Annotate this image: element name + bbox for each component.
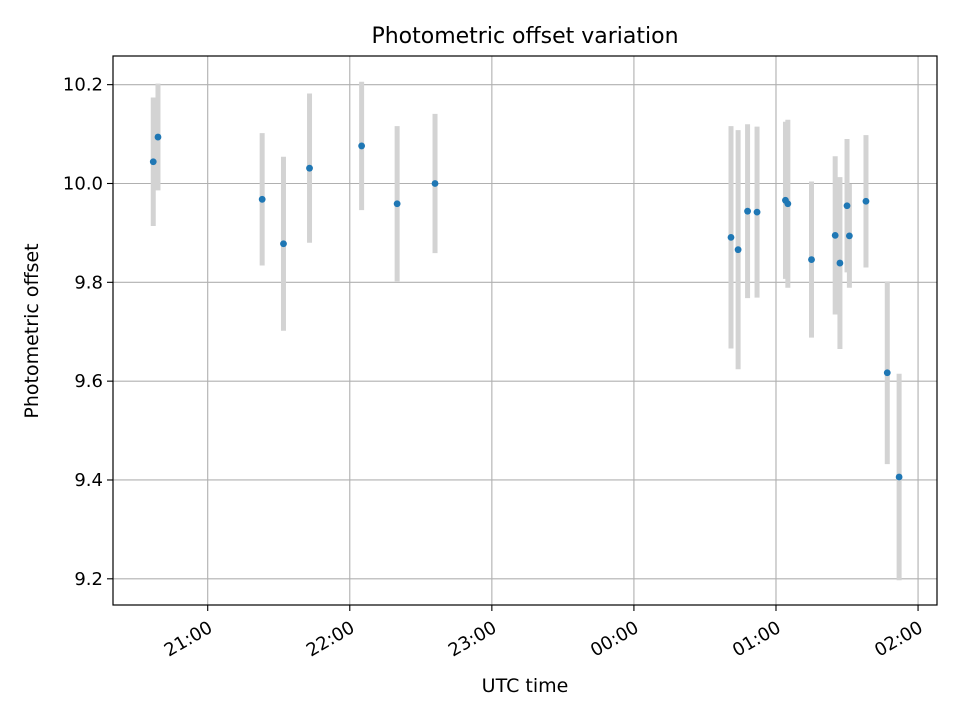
y-tick-label: 9.2 <box>74 569 103 590</box>
data-point <box>258 195 266 203</box>
data-point <box>843 202 851 210</box>
data-point <box>808 256 815 263</box>
y-tick-label: 9.6 <box>74 371 103 392</box>
data-point <box>895 473 903 481</box>
data-point <box>831 231 839 239</box>
data-point <box>836 259 844 267</box>
data-point <box>393 200 401 208</box>
data-point <box>734 246 742 254</box>
data-point <box>753 208 761 216</box>
y-tick-label: 9.4 <box>74 470 103 491</box>
data-point <box>845 232 853 240</box>
data-point <box>358 142 366 150</box>
chart-title: Photometric offset variation <box>371 24 678 49</box>
y-axis-label: Photometric offset <box>21 243 43 418</box>
y-tick-label: 9.8 <box>74 272 103 293</box>
data-point <box>306 164 313 172</box>
data-point <box>149 158 157 166</box>
plot-area-frame <box>112 55 938 606</box>
data-point <box>862 197 870 205</box>
x-axis-label: UTC time <box>482 675 569 697</box>
data-point <box>784 200 792 208</box>
data-point <box>744 207 751 215</box>
data-point <box>154 133 162 141</box>
data-point <box>883 369 891 377</box>
data-point <box>280 240 287 248</box>
data-point <box>727 233 735 241</box>
data-point <box>431 180 439 187</box>
y-tick-label: 10.0 <box>63 173 103 194</box>
y-tick-label: 10.2 <box>63 75 103 96</box>
data-points <box>149 133 903 481</box>
grid <box>113 56 937 605</box>
